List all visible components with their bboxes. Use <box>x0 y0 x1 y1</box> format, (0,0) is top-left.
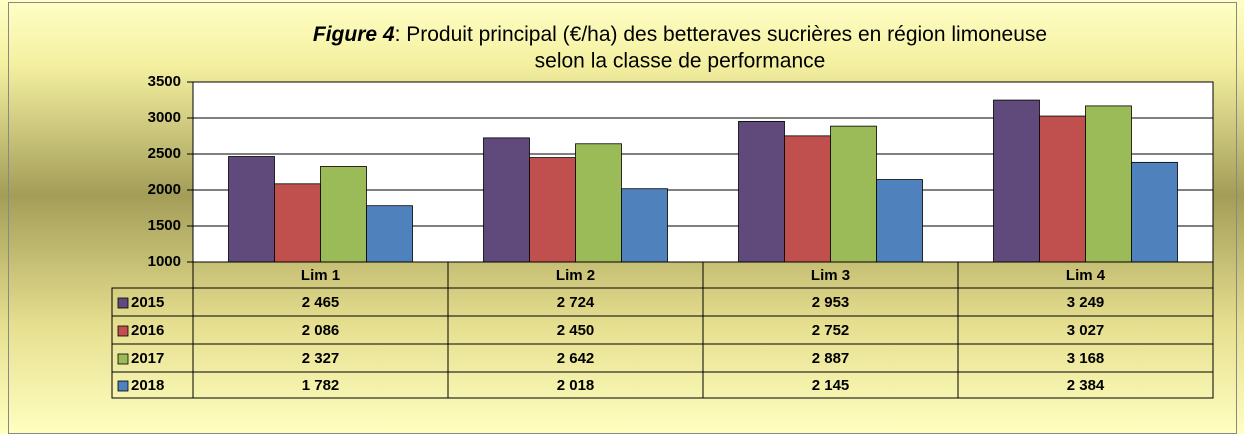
x-tick-label: Lim 3 <box>811 267 850 284</box>
table-value: 2 086 <box>302 322 340 339</box>
x-tick-label: Lim 1 <box>301 267 340 284</box>
y-tick-label: 1500 <box>148 217 181 234</box>
y-tick-label: 3000 <box>148 109 181 126</box>
bar <box>621 188 668 263</box>
bar <box>1039 115 1086 263</box>
legend-swatch <box>117 380 129 392</box>
legend-label: 2015 <box>131 294 164 311</box>
bar <box>274 183 321 263</box>
bar <box>483 137 530 263</box>
table-value: 2 465 <box>302 294 340 311</box>
legend-swatch <box>117 297 129 309</box>
y-tick-label: 2000 <box>148 181 181 198</box>
table-value: 2 450 <box>557 322 595 339</box>
table-border <box>111 287 1214 399</box>
chart-title: selon la classe de performance <box>535 50 826 73</box>
bar <box>1131 161 1178 263</box>
bar <box>830 125 877 263</box>
bar <box>1085 105 1132 263</box>
table-value: 2 752 <box>812 322 850 339</box>
table-value: 2 642 <box>557 350 595 367</box>
bar <box>366 205 413 263</box>
y-tick-label: 3500 <box>148 73 181 90</box>
bar <box>228 156 275 263</box>
bar <box>575 143 622 263</box>
legend-label: 2016 <box>131 322 164 339</box>
y-tick-label: 2500 <box>148 145 181 162</box>
x-tick-label: Lim 2 <box>556 267 595 284</box>
legend-label: 2017 <box>131 350 164 367</box>
legend-swatch <box>117 325 129 337</box>
bar <box>320 166 367 263</box>
bar <box>529 157 576 263</box>
bar <box>993 99 1040 263</box>
table-value: 2 724 <box>557 294 595 311</box>
title-line: : Produit principal (€/ha) des betterave… <box>395 23 1048 46</box>
table-value: 1 782 <box>302 377 340 394</box>
table-value: 2 887 <box>812 350 850 367</box>
legend-swatch <box>117 353 129 365</box>
table-value: 2 018 <box>557 377 595 394</box>
figure-label: Figure 4 <box>313 23 395 46</box>
table-value: 2 384 <box>1067 377 1105 394</box>
x-tick-label: Lim 4 <box>1066 267 1106 284</box>
bar <box>876 179 923 263</box>
bar <box>738 120 785 263</box>
legend-label: 2018 <box>131 377 164 394</box>
table-value: 2 327 <box>302 350 340 367</box>
table-value: 3 249 <box>1067 294 1105 311</box>
table-value: 2 145 <box>812 377 850 394</box>
y-tick-label: 1000 <box>148 253 181 270</box>
chart-title: Figure 4: Produit principal (€/ha) des b… <box>313 23 1047 46</box>
table-value: 3 027 <box>1067 322 1105 339</box>
table-value: 3 168 <box>1067 350 1105 367</box>
bar <box>784 135 831 263</box>
table-value: 2 953 <box>812 294 850 311</box>
